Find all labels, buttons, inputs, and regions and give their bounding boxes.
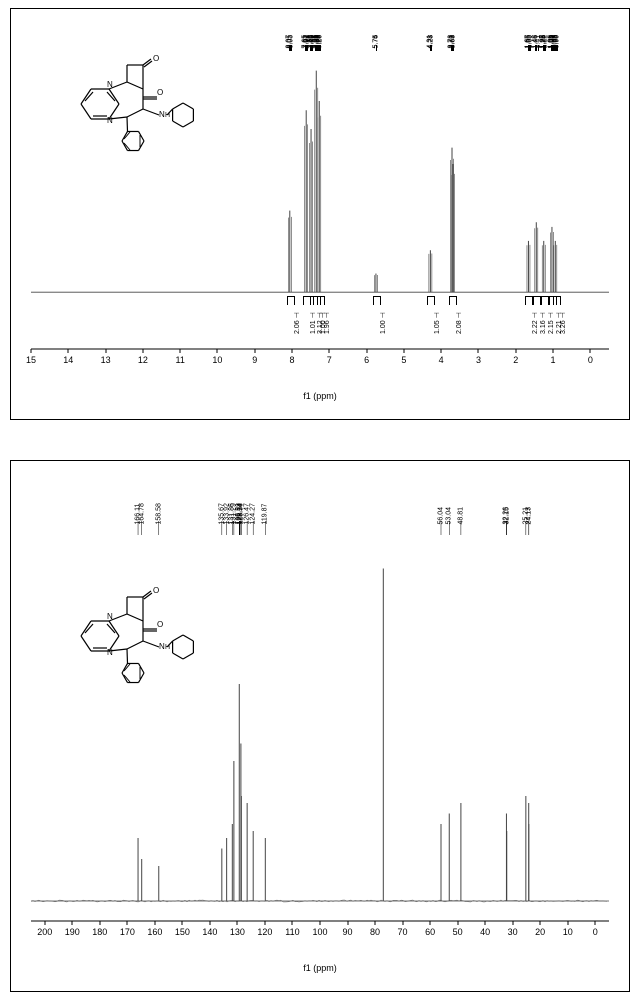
- h1-integral: 1.96 ⊣: [323, 313, 331, 335]
- c13-tick-200: 200: [37, 927, 52, 937]
- h1-nmr-panel: NNOONH 1514131211109876543210 f1 (ppm) 8…: [10, 8, 630, 420]
- c13-tick-10: 10: [563, 927, 573, 937]
- h1-integral: 2.15 ⊣: [547, 313, 555, 335]
- c13-tick-100: 100: [312, 927, 327, 937]
- c13-nmr-panel: NNOONH 200190180170160150140130120110100…: [10, 460, 630, 992]
- c13-tick-40: 40: [480, 927, 490, 937]
- h1-tick-15: 15: [26, 355, 36, 365]
- h1-tick-1: 1: [551, 355, 556, 365]
- c13-tick-140: 140: [202, 927, 217, 937]
- c13-tick-0: 0: [593, 927, 598, 937]
- h1-tick-14: 14: [63, 355, 73, 365]
- c13-tick-130: 130: [230, 927, 245, 937]
- c13-tick-50: 50: [453, 927, 463, 937]
- h1-peak-labels: 8.078.058.037.657.637.627.617.527.507.48…: [11, 11, 629, 47]
- h1-tick-12: 12: [138, 355, 148, 365]
- h1-integral: 1.00 ⊣: [379, 313, 387, 335]
- c13-tick-70: 70: [398, 927, 408, 937]
- h1-tick-9: 9: [252, 355, 257, 365]
- h1-tick-3: 3: [476, 355, 481, 365]
- c13-tick-160: 160: [147, 927, 162, 937]
- h1-integral: 2.06 ⊣: [293, 313, 301, 335]
- c13-tick-180: 180: [92, 927, 107, 937]
- h1-tick-5: 5: [401, 355, 406, 365]
- c13-tick-80: 80: [370, 927, 380, 937]
- h1-tick-6: 6: [364, 355, 369, 365]
- h1-tick-2: 2: [513, 355, 518, 365]
- h1-tick-11: 11: [175, 355, 184, 365]
- c13-tick-30: 30: [508, 927, 518, 937]
- c13-tick-60: 60: [425, 927, 435, 937]
- h1-tick-10: 10: [212, 355, 222, 365]
- h1-tick-13: 13: [101, 355, 111, 365]
- h1-integral: 3.26 ⊣: [559, 313, 567, 335]
- c13-axis-label: f1 (ppm): [303, 963, 337, 973]
- h1-tick-4: 4: [439, 355, 444, 365]
- h1-tick-7: 7: [327, 355, 332, 365]
- c13-tick-120: 120: [257, 927, 272, 937]
- c13-tick-20: 20: [535, 927, 545, 937]
- c13-tick-190: 190: [65, 927, 80, 937]
- h1-integral: 1.05 ⊣: [433, 313, 441, 335]
- h1-tick-8: 8: [290, 355, 295, 365]
- c13-tick-110: 110: [285, 927, 299, 937]
- c13-tick-90: 90: [343, 927, 353, 937]
- h1-tick-0: 0: [588, 355, 593, 365]
- h1-axis-label: f1 (ppm): [303, 391, 337, 401]
- c13-tick-150: 150: [175, 927, 190, 937]
- h1-integral: 2.08 ⊣: [455, 313, 463, 335]
- c13-peak-labels: 166.11164.78158.58135.67133.92131.86131.…: [11, 463, 629, 539]
- c13-spectrum: [31, 541, 609, 941]
- c13-tick-170: 170: [120, 927, 135, 937]
